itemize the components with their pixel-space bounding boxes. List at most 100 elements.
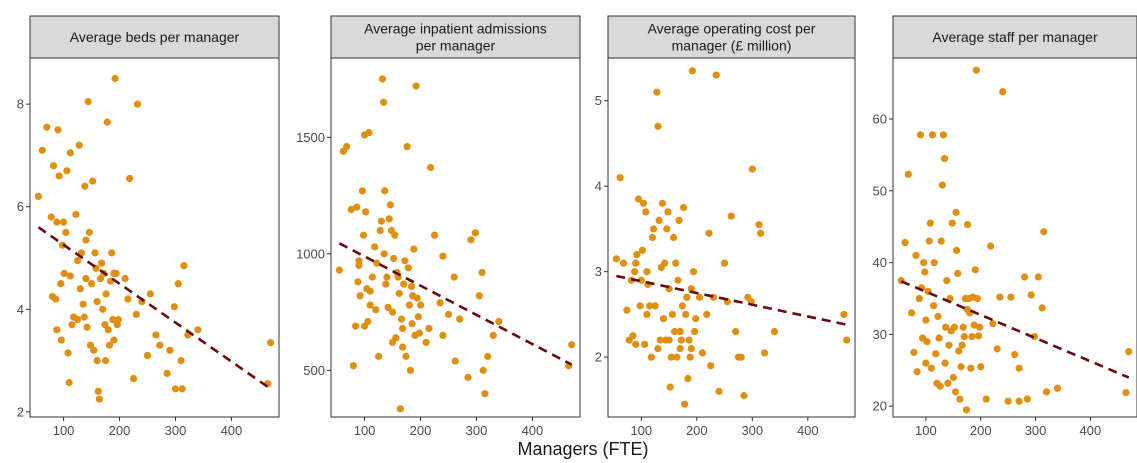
data-point bbox=[343, 142, 351, 151]
data-point bbox=[688, 67, 696, 75]
data-point bbox=[83, 323, 91, 331]
data-point bbox=[53, 218, 61, 226]
data-point bbox=[385, 215, 393, 223]
data-point bbox=[66, 272, 74, 280]
data-point bbox=[126, 174, 134, 183]
data-point bbox=[677, 336, 685, 344]
data-point bbox=[93, 298, 101, 306]
data-point bbox=[656, 336, 664, 344]
facet-strip bbox=[607, 15, 856, 59]
data-point bbox=[355, 261, 363, 270]
data-point bbox=[1007, 293, 1015, 301]
y-tick-label: 20 bbox=[873, 399, 887, 414]
data-point bbox=[62, 228, 70, 236]
data-point bbox=[668, 310, 676, 319]
data-point bbox=[82, 236, 90, 244]
data-point bbox=[1053, 384, 1062, 392]
data-point bbox=[695, 293, 704, 301]
facets-group: Average beds per manager 2 4 6 8 100 200 300 400… bbox=[17, 15, 1137, 438]
data-point bbox=[930, 259, 938, 267]
data-point bbox=[405, 301, 413, 309]
data-point bbox=[987, 242, 995, 250]
data-point bbox=[686, 353, 694, 361]
data-point bbox=[939, 131, 948, 139]
data-point bbox=[146, 290, 154, 298]
data-point bbox=[391, 231, 399, 239]
x-tick-label: 200 bbox=[109, 423, 131, 438]
data-point bbox=[568, 341, 576, 349]
data-point bbox=[937, 237, 945, 245]
data-point bbox=[382, 280, 390, 288]
x-tick-label: 300 bbox=[1025, 423, 1047, 438]
data-point bbox=[634, 195, 643, 203]
x-tick-label: 100 bbox=[630, 423, 652, 438]
data-point bbox=[105, 341, 114, 349]
data-point bbox=[993, 345, 1001, 353]
data-point bbox=[910, 348, 918, 356]
data-point bbox=[352, 322, 360, 330]
y-tick-label: 30 bbox=[873, 327, 887, 342]
data-point bbox=[684, 374, 692, 383]
data-point bbox=[358, 187, 366, 195]
data-point bbox=[632, 340, 640, 348]
data-point bbox=[406, 366, 415, 374]
data-point bbox=[661, 259, 669, 267]
data-point bbox=[748, 165, 756, 173]
data-point bbox=[89, 177, 97, 185]
data-point bbox=[72, 210, 80, 219]
data-point bbox=[916, 131, 925, 139]
data-point bbox=[757, 229, 765, 237]
data-point bbox=[935, 334, 943, 342]
data-point bbox=[397, 315, 406, 323]
data-point bbox=[1042, 388, 1051, 396]
y-tick-label: 6 bbox=[17, 199, 24, 214]
data-point bbox=[379, 98, 388, 106]
data-point bbox=[1038, 304, 1046, 312]
y-tick-label: 4 bbox=[17, 302, 24, 317]
data-point bbox=[901, 238, 909, 247]
data-point bbox=[675, 216, 683, 225]
data-point bbox=[619, 259, 628, 267]
data-point bbox=[451, 357, 459, 365]
data-point bbox=[404, 264, 412, 272]
y-tick-label: 3 bbox=[595, 264, 602, 279]
data-point bbox=[927, 364, 935, 372]
y-tick-label: 8 bbox=[17, 97, 24, 112]
data-point bbox=[484, 352, 492, 360]
data-point bbox=[194, 326, 202, 334]
data-point bbox=[687, 285, 695, 293]
data-point bbox=[727, 212, 735, 220]
data-point bbox=[439, 331, 447, 340]
data-point bbox=[94, 387, 102, 395]
data-point bbox=[456, 315, 464, 323]
data-point bbox=[177, 356, 185, 365]
data-point bbox=[384, 303, 392, 312]
data-point bbox=[356, 292, 364, 300]
data-point bbox=[408, 320, 416, 328]
data-point bbox=[109, 315, 117, 324]
data-point bbox=[957, 363, 965, 371]
data-point bbox=[638, 246, 647, 254]
x-tick-label: 100 bbox=[53, 423, 75, 438]
data-point bbox=[133, 100, 142, 108]
data-point bbox=[674, 276, 682, 284]
panel-border bbox=[607, 57, 856, 418]
data-point bbox=[698, 349, 706, 357]
data-point bbox=[112, 269, 120, 277]
data-point bbox=[349, 362, 357, 370]
data-point bbox=[904, 170, 912, 178]
data-point bbox=[354, 278, 362, 286]
data-point bbox=[366, 287, 374, 295]
data-point bbox=[395, 289, 403, 298]
data-point bbox=[170, 303, 178, 311]
data-point bbox=[643, 310, 651, 319]
data-point bbox=[368, 273, 377, 281]
y-tick-label: 4 bbox=[595, 179, 602, 194]
data-point bbox=[444, 310, 453, 319]
data-point bbox=[922, 359, 930, 367]
data-point bbox=[110, 336, 118, 344]
x-tick-label: 400 bbox=[797, 423, 819, 438]
data-point bbox=[667, 353, 675, 361]
data-point bbox=[612, 255, 620, 263]
data-point bbox=[91, 249, 99, 257]
